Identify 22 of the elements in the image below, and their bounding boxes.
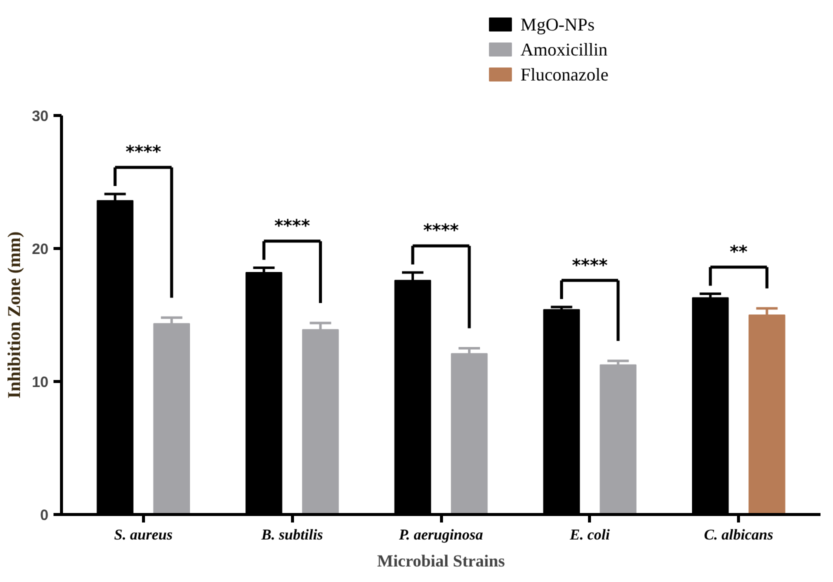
y-tick-label: 10 xyxy=(32,374,49,391)
x-tick-label: B. subtilis xyxy=(260,528,324,544)
bar xyxy=(600,364,636,514)
annotation: **** xyxy=(126,142,162,163)
annotation: **** xyxy=(423,221,459,242)
legend-label: Amoxicillin xyxy=(520,40,608,60)
y-tick-label: 30 xyxy=(32,108,49,125)
x-axis-title: Microbial Strains xyxy=(377,552,506,570)
bar xyxy=(153,323,190,514)
legend-label: Fluconazole xyxy=(520,64,609,84)
y-axis-title: Inhibition Zone (mm) xyxy=(4,231,24,399)
bar xyxy=(450,353,488,514)
legend-label: MgO-NPs xyxy=(520,14,595,34)
x-tick-label: P. aeruginosa xyxy=(399,528,484,544)
annotation: ** xyxy=(730,242,748,262)
annotation: **** xyxy=(572,256,608,276)
annotation: **** xyxy=(274,216,310,237)
y-tick-label: 0 xyxy=(40,507,48,524)
y-tick-label: 20 xyxy=(32,241,49,258)
x-tick-label: C. albicans xyxy=(704,528,774,544)
x-tick-label: E. coli xyxy=(568,528,611,544)
x-tick-label: S. aureus xyxy=(114,528,173,544)
